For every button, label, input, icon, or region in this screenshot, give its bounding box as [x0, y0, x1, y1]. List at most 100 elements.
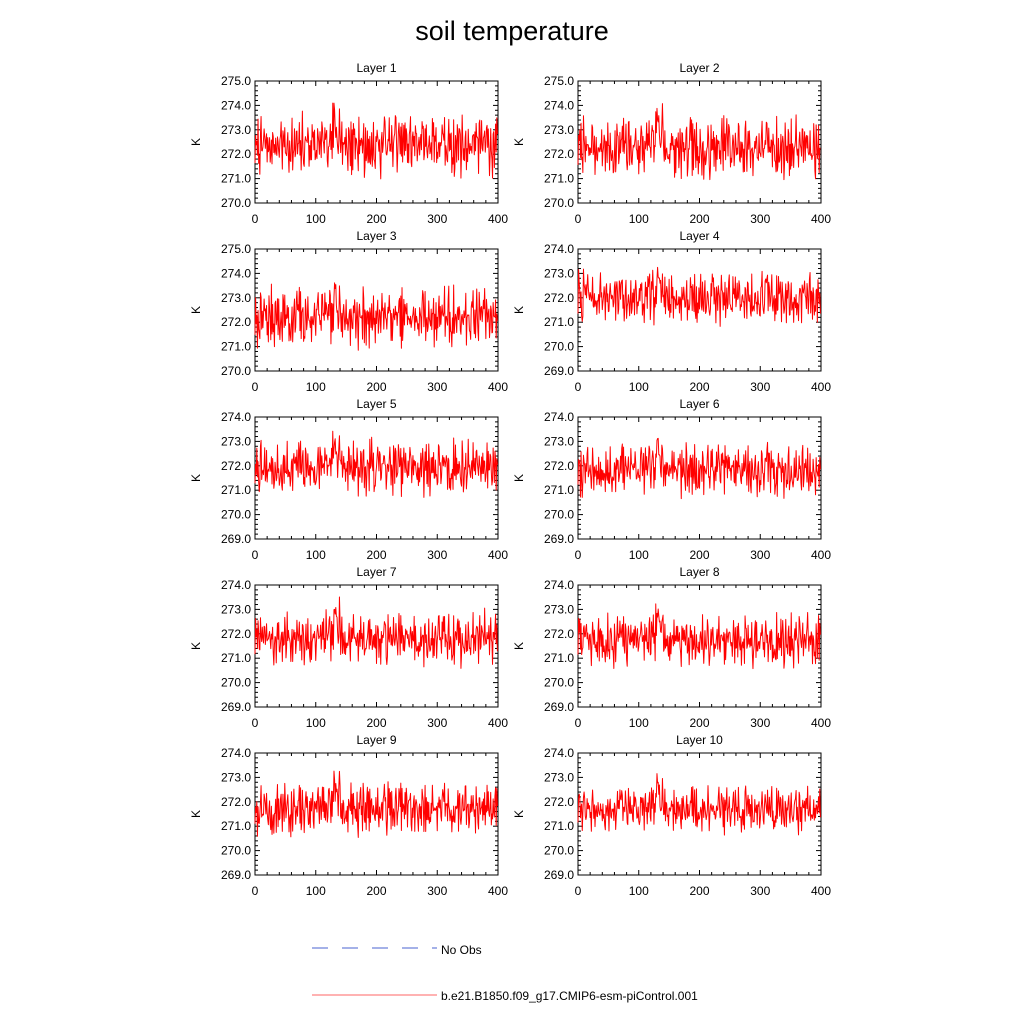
x-tick-label: 0	[575, 212, 582, 226]
x-tick-label: 200	[366, 548, 386, 562]
x-tick-label: 0	[252, 548, 259, 562]
panel-title: Layer 5	[356, 397, 396, 411]
series-line	[254, 282, 498, 351]
legend-obs-label: No Obs	[441, 943, 482, 957]
x-tick-label: 300	[750, 884, 770, 898]
y-tick-label: 272.0	[544, 147, 574, 161]
x-tick-label: 300	[427, 716, 447, 730]
series-line	[577, 603, 821, 670]
x-tick-label: 300	[427, 212, 447, 226]
y-tick-label: 269.0	[544, 532, 574, 546]
y-tick-label: 274.0	[544, 578, 574, 592]
y-tick-label: 273.0	[544, 123, 574, 137]
panel-title: Layer 1	[356, 61, 396, 75]
legend-model-label: b.e21.B1850.f09_g17.CMIP6-esm-piControl.…	[441, 989, 698, 1003]
panel-title: Layer 9	[356, 733, 396, 747]
x-tick-label: 300	[427, 884, 447, 898]
series-line	[254, 430, 498, 498]
x-tick-label: 200	[366, 212, 386, 226]
y-tick-label: 271.0	[544, 651, 574, 665]
y-axis-label: K	[189, 642, 203, 650]
y-tick-label: 270.0	[221, 196, 251, 210]
panel-9: Layer 9 0 100 200 300 400 269.0 270.0 271.0 272.0…	[189, 733, 508, 898]
y-tick-label: 272.0	[544, 795, 574, 809]
x-tick-label: 400	[488, 548, 508, 562]
x-tick-label: 0	[252, 380, 259, 394]
x-tick-label: 100	[629, 716, 649, 730]
y-tick-label: 274.0	[544, 410, 574, 424]
panel-title: Layer 6	[679, 397, 719, 411]
y-axis-label: K	[512, 306, 526, 314]
panel-title: Layer 10	[676, 733, 723, 747]
panel-title: Layer 7	[356, 565, 396, 579]
y-tick-label: 272.0	[221, 795, 251, 809]
y-tick-label: 272.0	[221, 147, 251, 161]
x-tick-label: 100	[306, 212, 326, 226]
y-tick-label: 274.0	[221, 410, 251, 424]
y-tick-label: 271.0	[544, 315, 574, 329]
y-axis-label: K	[512, 642, 526, 650]
y-tick-label: 274.0	[221, 266, 251, 280]
x-tick-label: 0	[252, 884, 259, 898]
y-tick-label: 273.0	[221, 434, 251, 448]
y-tick-label: 269.0	[544, 868, 574, 882]
x-tick-label: 400	[811, 212, 831, 226]
series-line	[577, 437, 821, 500]
x-tick-label: 0	[575, 884, 582, 898]
y-tick-label: 270.0	[544, 844, 574, 858]
x-tick-label: 0	[252, 212, 259, 226]
y-tick-label: 269.0	[221, 700, 251, 714]
y-tick-label: 270.0	[221, 364, 251, 378]
y-tick-label: 273.0	[544, 266, 574, 280]
y-tick-label: 273.0	[221, 602, 251, 616]
panel-7: Layer 7 0 100 200 300 400 269.0 270.0 271.0 272.0…	[189, 565, 508, 730]
y-axis-label: K	[189, 474, 203, 482]
y-tick-label: 271.0	[221, 819, 251, 833]
x-tick-label: 200	[366, 716, 386, 730]
series-line	[577, 266, 821, 327]
x-tick-label: 400	[488, 380, 508, 394]
x-tick-label: 100	[306, 716, 326, 730]
y-tick-label: 273.0	[544, 434, 574, 448]
y-axis-label: K	[512, 474, 526, 482]
y-tick-label: 274.0	[544, 98, 574, 112]
panel-5: Layer 5 0 100 200 300 400 269.0 270.0 271.0 272.0…	[189, 397, 508, 562]
y-tick-label: 269.0	[221, 868, 251, 882]
y-tick-label: 273.0	[221, 291, 251, 305]
panel-3: Layer 3 0 100 200 300 400 270.0 271.0 272.0 273.0…	[189, 229, 508, 394]
y-tick-label: 272.0	[544, 291, 574, 305]
y-tick-label: 274.0	[221, 578, 251, 592]
panel-grid: Layer 10 100 200 300 400270.0271.0272.0273.0…	[189, 61, 831, 898]
y-tick-label: 271.0	[544, 483, 574, 497]
y-tick-label: 269.0	[544, 700, 574, 714]
panel-6: Layer 6 0 100 200 300 400 269.0 270.0 271.0 272.0…	[512, 397, 831, 562]
panel-title: Layer 4	[679, 229, 719, 243]
x-tick-label: 200	[689, 884, 709, 898]
panel-title: Layer 3	[356, 229, 396, 243]
panel-10: Layer 10 0 100 200 300 400 269.0 270.0 271.0 272.…	[512, 733, 831, 898]
y-tick-label: 270.0	[544, 508, 574, 522]
y-tick-label: 273.0	[544, 770, 574, 784]
y-tick-label: 272.0	[221, 459, 251, 473]
x-tick-label: 400	[488, 212, 508, 226]
panel-1: Layer 1 0 100 200 300 400 270.0 271.0 272.0 273.0…	[189, 61, 508, 226]
x-tick-label: 200	[689, 548, 709, 562]
series-line	[577, 103, 821, 181]
x-tick-label: 400	[488, 884, 508, 898]
y-tick-label: 270.0	[544, 340, 574, 354]
x-tick-label: 100	[629, 380, 649, 394]
y-tick-label: 271.0	[544, 172, 574, 186]
y-tick-label: 270.0	[544, 676, 574, 690]
x-tick-label: 0	[575, 716, 582, 730]
y-axis-label: K	[189, 138, 203, 146]
series-line	[254, 770, 498, 838]
y-tick-label: 272.0	[544, 459, 574, 473]
panel-4: Layer 4 0 100 200 300 400 269.0 270.0 271.0 272.0…	[512, 229, 831, 394]
series-line	[254, 596, 498, 669]
x-tick-label: 100	[629, 548, 649, 562]
x-tick-label: 400	[811, 884, 831, 898]
y-axis-label: K	[189, 810, 203, 818]
x-tick-label: 0	[575, 548, 582, 562]
x-tick-label: 300	[750, 212, 770, 226]
y-tick-label: 273.0	[221, 770, 251, 784]
